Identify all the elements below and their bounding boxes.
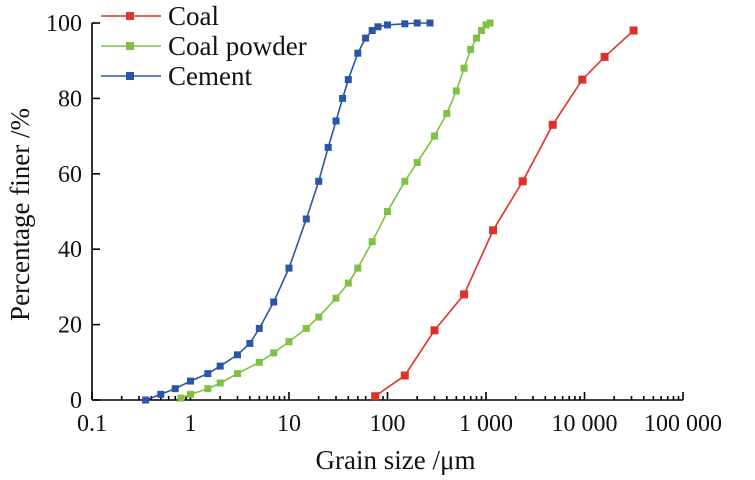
- x-tick-label: 10 000: [552, 411, 618, 437]
- data-point: [478, 27, 485, 34]
- data-point: [204, 385, 212, 393]
- data-point: [371, 392, 380, 401]
- data-point: [489, 226, 498, 235]
- data-point: [285, 338, 293, 346]
- x-tick-label: 10: [277, 411, 301, 437]
- data-point: [629, 26, 638, 35]
- legend-label: Coal powder: [168, 31, 307, 61]
- data-point: [600, 52, 609, 61]
- y-tick-label: 100: [46, 11, 82, 37]
- data-point: [142, 396, 150, 404]
- legend-label: Cement: [168, 61, 252, 91]
- data-point: [473, 34, 480, 42]
- data-point: [482, 21, 490, 29]
- series-coal: [371, 26, 638, 401]
- data-point: [246, 339, 254, 347]
- data-point: [368, 238, 376, 246]
- x-tick-label: 0.1: [77, 411, 107, 437]
- axes: 0.1 1 10 100 1 000 10 000 100 000 0 20 40 60 80 100: [46, 11, 722, 437]
- legend-marker: [126, 42, 134, 50]
- data-point: [443, 110, 451, 117]
- data-point: [171, 385, 179, 393]
- data-point: [413, 19, 421, 27]
- data-point: [354, 264, 362, 272]
- y-tick-label: 0: [70, 388, 82, 414]
- x-axis-title: Grain size /μm: [316, 445, 476, 475]
- data-point: [315, 313, 323, 321]
- series-layer: [142, 19, 638, 404]
- data-point: [339, 94, 347, 102]
- x-tick-label: 100 000: [644, 411, 722, 437]
- data-point: [486, 19, 494, 27]
- series-line: [374, 29, 635, 397]
- data-point: [578, 75, 587, 84]
- data-point: [518, 177, 527, 186]
- data-point: [431, 132, 438, 140]
- data-point: [315, 177, 323, 185]
- data-point: [460, 290, 469, 299]
- data-point: [460, 64, 468, 72]
- data-point: [384, 208, 391, 215]
- data-point: [255, 358, 263, 366]
- y-tick-label: 20: [58, 313, 82, 339]
- data-point: [384, 21, 391, 29]
- y-axis-title: Percentage finer /%: [5, 108, 35, 321]
- legend-marker: [126, 12, 134, 20]
- data-point: [285, 264, 293, 272]
- data-point: [400, 371, 409, 380]
- series-coal-powder: [177, 19, 494, 402]
- data-point: [177, 394, 185, 402]
- legend-marker: [126, 72, 134, 80]
- data-point: [374, 23, 382, 31]
- data-point: [401, 20, 409, 28]
- data-point: [302, 215, 310, 223]
- data-point: [187, 377, 194, 385]
- y-ticks: 0 20 40 60 80 100: [46, 11, 100, 414]
- data-point: [332, 294, 340, 302]
- data-point: [270, 298, 278, 306]
- data-point: [452, 87, 460, 95]
- data-point: [354, 49, 362, 57]
- y-tick-label: 40: [58, 237, 82, 263]
- data-point: [204, 370, 212, 378]
- y-tick-label: 80: [58, 86, 82, 112]
- data-point: [413, 159, 421, 166]
- data-point: [157, 390, 165, 398]
- data-point: [344, 279, 352, 287]
- legend-item: Cement: [101, 61, 252, 91]
- data-point: [467, 45, 475, 53]
- x-ticks: 0.1 1 10 100 1 000 10 000 100 000: [77, 392, 722, 437]
- legend-item: Coal powder: [101, 31, 307, 61]
- data-point: [332, 117, 340, 125]
- data-point: [548, 120, 557, 129]
- x-tick-label: 100: [370, 411, 406, 437]
- data-point: [270, 349, 278, 357]
- data-point: [401, 177, 409, 185]
- data-point: [187, 390, 194, 398]
- legend-label: Coal: [168, 1, 219, 31]
- y-tick-label: 60: [58, 162, 82, 188]
- x-tick-label: 1 000: [459, 411, 513, 437]
- data-point: [368, 27, 376, 34]
- data-point: [216, 362, 224, 370]
- data-point: [234, 351, 241, 359]
- data-point: [362, 34, 370, 42]
- data-point: [234, 370, 241, 378]
- data-point: [216, 379, 224, 387]
- data-point: [255, 324, 263, 332]
- data-point: [302, 324, 310, 332]
- data-point: [430, 326, 439, 335]
- series-cement: [142, 19, 434, 404]
- legend-item: Coal: [101, 1, 219, 31]
- x-tick-label: 1: [185, 411, 197, 437]
- data-point: [426, 19, 434, 27]
- data-point: [324, 143, 332, 151]
- data-point: [344, 76, 352, 84]
